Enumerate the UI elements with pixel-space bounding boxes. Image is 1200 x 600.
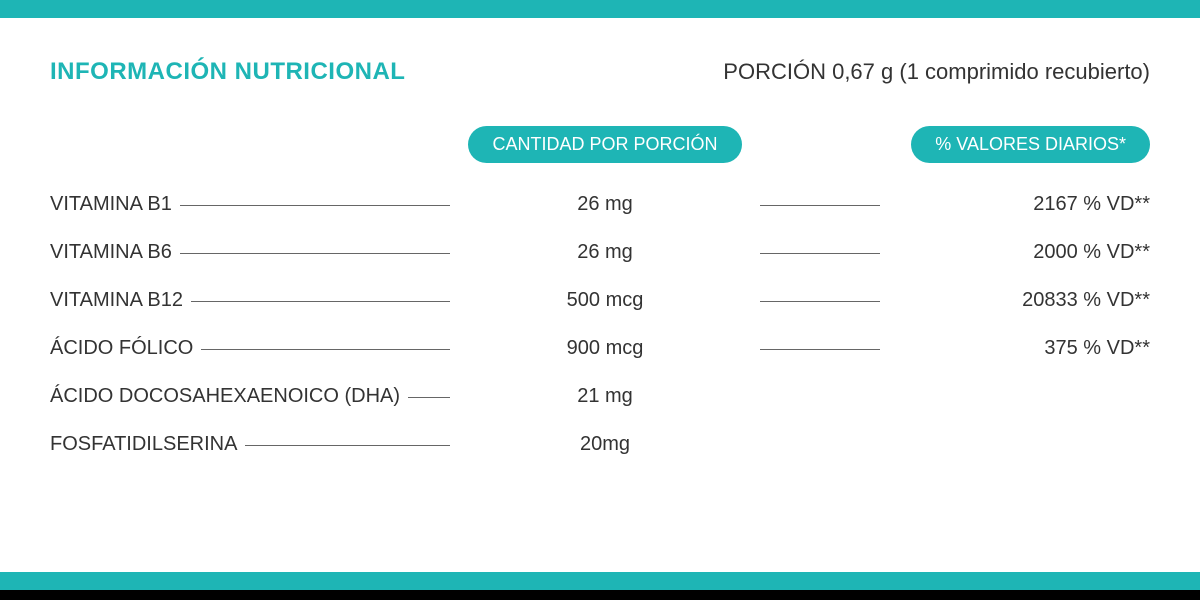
bottom-bar [0, 572, 1200, 590]
leader-line [760, 205, 880, 206]
column-headers: CANTIDAD POR PORCIÓN % VALORES DIARIOS* [50, 126, 1150, 163]
table-row: VITAMINA B1 26 mg 2167 % VD** [50, 193, 1150, 241]
amount-value: 900 mcg [559, 337, 652, 360]
top-bar [0, 0, 1200, 18]
nutrient-cell: FOSFATIDILSERINA [50, 433, 450, 456]
panel-title: INFORMACIÓN NUTRICIONAL [50, 58, 405, 86]
dv-cell: 20833 % VD** [880, 289, 1150, 312]
amount-value: 500 mcg [559, 289, 652, 312]
amount-cell: 26 mg [450, 193, 760, 216]
table-row: ÁCIDO DOCOSAHEXAENOICO (DHA) 21 mg [50, 385, 1150, 433]
content-area: INFORMACIÓN NUTRICIONAL PORCIÓN 0,67 g (… [0, 18, 1200, 572]
table-row: ÁCIDO FÓLICO 900 mcg 375 % VD** [50, 337, 1150, 385]
nutrient-name: VITAMINA B12 [50, 289, 191, 312]
spacer-cell [760, 305, 880, 306]
amount-cell: 20mg [450, 433, 760, 456]
leader-line [191, 301, 450, 302]
table-row: VITAMINA B6 26 mg 2000 % VD** [50, 241, 1150, 289]
amount-header-pill: CANTIDAD POR PORCIÓN [468, 126, 741, 163]
nutrition-panel: INFORMACIÓN NUTRICIONAL PORCIÓN 0,67 g (… [0, 0, 1200, 600]
serving-size: PORCIÓN 0,67 g (1 comprimido recubierto) [723, 59, 1150, 85]
leader-line [201, 349, 450, 350]
leader-line [760, 301, 880, 302]
dv-cell: 375 % VD** [880, 337, 1150, 360]
header-row: INFORMACIÓN NUTRICIONAL PORCIÓN 0,67 g (… [50, 58, 1150, 86]
leader-line [408, 397, 450, 398]
amount-cell: 900 mcg [450, 337, 760, 360]
spacer-cell [760, 449, 880, 450]
table-row: VITAMINA B12 500 mcg 20833 % VD** [50, 289, 1150, 337]
leader-line [180, 205, 450, 206]
nutrient-name: ÁCIDO DOCOSAHEXAENOICO (DHA) [50, 385, 408, 408]
nutrient-name: VITAMINA B6 [50, 241, 180, 264]
amount-cell: 26 mg [450, 241, 760, 264]
nutrient-cell: ÁCIDO DOCOSAHEXAENOICO (DHA) [50, 385, 450, 408]
nutrient-header-spacer [50, 126, 450, 163]
bottom-black-bar [0, 590, 1200, 600]
nutrient-name: VITAMINA B1 [50, 193, 180, 216]
nutrient-cell: VITAMINA B12 [50, 289, 450, 312]
spacer-cell [760, 353, 880, 354]
nutrient-cell: ÁCIDO FÓLICO [50, 337, 450, 360]
nutrient-name: ÁCIDO FÓLICO [50, 337, 201, 360]
spacer-cell [760, 257, 880, 258]
amount-value: 26 mg [569, 193, 641, 216]
leader-line [760, 349, 880, 350]
nutrient-name: FOSFATIDILSERINA [50, 433, 245, 456]
table-row: FOSFATIDILSERINA 20mg [50, 433, 1150, 481]
leader-line [180, 253, 450, 254]
amount-header-wrap: CANTIDAD POR PORCIÓN [450, 126, 760, 163]
dv-cell: 2167 % VD** [880, 193, 1150, 216]
amount-value: 20mg [572, 433, 638, 456]
spacer-cell [760, 209, 880, 210]
leader-line [245, 445, 450, 446]
amount-value: 26 mg [569, 241, 641, 264]
dv-cell: 2000 % VD** [880, 241, 1150, 264]
spacer-header [760, 126, 880, 163]
dv-header-pill: % VALORES DIARIOS* [911, 126, 1150, 163]
nutrient-cell: VITAMINA B6 [50, 241, 450, 264]
amount-cell: 500 mcg [450, 289, 760, 312]
amount-cell: 21 mg [450, 385, 760, 408]
dv-header-wrap: % VALORES DIARIOS* [880, 126, 1150, 163]
amount-value: 21 mg [569, 385, 641, 408]
leader-line [760, 253, 880, 254]
nutrient-cell: VITAMINA B1 [50, 193, 450, 216]
spacer-cell [760, 401, 880, 402]
nutrition-rows: VITAMINA B1 26 mg 2167 % VD** VITAMINA B6 26… [50, 193, 1150, 481]
